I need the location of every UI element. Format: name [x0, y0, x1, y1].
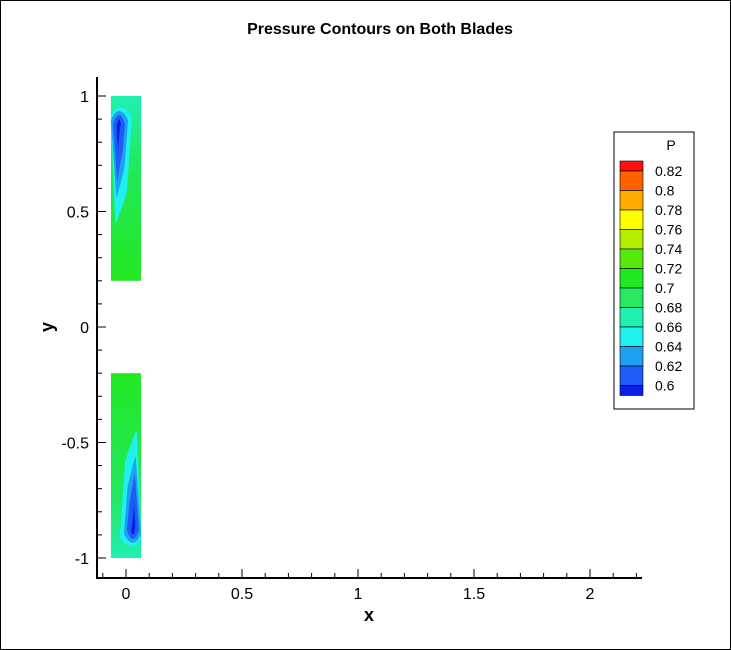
lower-low-pressure-zone — [119, 431, 142, 547]
legend-swatch — [619, 307, 644, 328]
upper-low-pressure-zone — [110, 107, 133, 223]
legend-swatch — [619, 385, 644, 396]
x-tick-label: 1 — [354, 586, 363, 603]
legend-label: 0.7 — [655, 280, 675, 296]
contour-band — [116, 119, 122, 155]
legend-swatch — [619, 170, 644, 191]
legend-title: P — [666, 137, 675, 153]
contour-band — [126, 473, 139, 539]
legend-swatch — [619, 229, 644, 250]
y-axis-label: y — [37, 322, 57, 332]
x-axis-label: x — [364, 605, 374, 625]
legend-label: 0.8 — [655, 183, 675, 199]
contour-band — [130, 499, 136, 535]
legend-label: 0.76 — [655, 222, 682, 238]
legend-label: 0.74 — [655, 241, 682, 257]
legend-swatches — [619, 160, 644, 396]
y-tick-label: 0.5 — [67, 205, 89, 222]
legend-swatch — [619, 287, 644, 308]
legend-label: 0.78 — [655, 202, 682, 218]
y-tick-label: -0.5 — [61, 436, 89, 453]
legend-swatch — [619, 346, 644, 367]
legend-swatch — [619, 365, 644, 386]
legend-label: 0.82 — [655, 163, 682, 179]
legend-swatch — [619, 326, 644, 347]
x-tick-label: 0.5 — [231, 586, 253, 603]
legend-swatch — [619, 248, 644, 269]
legend-label: 0.66 — [655, 319, 682, 335]
legend-label: 0.64 — [655, 339, 682, 355]
x-tick-label: 2 — [586, 586, 595, 603]
legend-swatch — [619, 190, 644, 211]
legend-swatch — [619, 268, 644, 289]
color-legend: P 0.82 0.8 0.78 0.76 0.74 0.72 0.7 0.68 0.66 0.64… — [613, 131, 695, 410]
legend-labels: 0.82 0.8 0.78 0.76 0.74 0.72 0.7 0.68 0.66 0.64 0.… — [655, 163, 682, 394]
y-tick-label: -1 — [75, 551, 89, 568]
y-tick-label: 1 — [80, 89, 89, 106]
x-tick-label: 0 — [122, 586, 131, 603]
y-tick-label: 0 — [80, 320, 89, 337]
contour-band — [113, 115, 126, 181]
x-tick-label: 1.5 — [463, 586, 485, 603]
legend-label: 0.6 — [655, 378, 675, 394]
legend-swatch — [619, 209, 644, 230]
legend-label: 0.62 — [655, 358, 682, 374]
tick-marks — [97, 95, 637, 578]
axes — [96, 77, 642, 579]
blade-contours — [110, 96, 142, 558]
legend-label: 0.72 — [655, 261, 682, 277]
chart-title: Pressure Contours on Both Blades — [247, 21, 513, 38]
legend-label: 0.68 — [655, 300, 682, 316]
legend-swatch — [619, 160, 644, 172]
tick-labels: 0 0.5 1 1.5 2 1 0.5 0 -0.5 -1 — [61, 89, 594, 603]
